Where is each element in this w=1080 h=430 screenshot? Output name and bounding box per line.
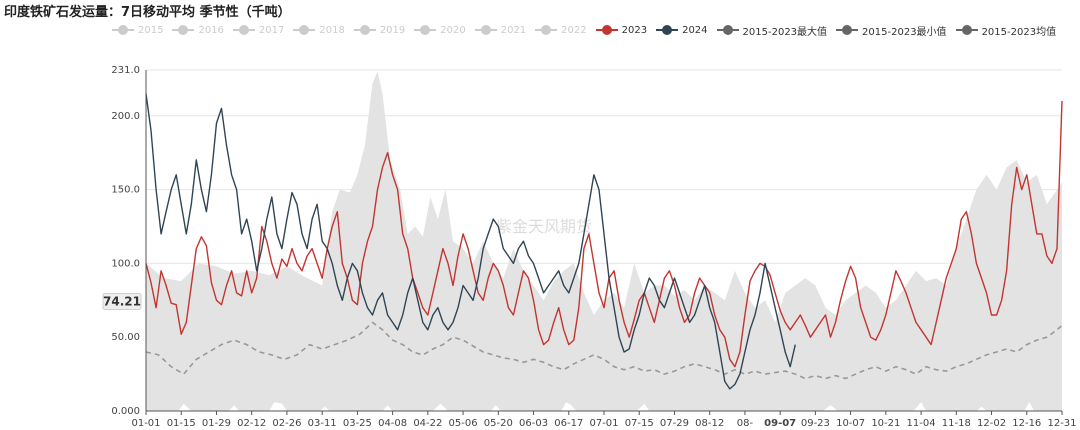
legend-label: 2018 [319, 24, 345, 36]
legend-label: 2019 [379, 24, 406, 36]
legend-item-2020[interactable]: 2020 [414, 24, 466, 36]
x-tick-label: 09-23 [801, 418, 830, 429]
legend-swatch [353, 25, 376, 35]
series-max-min-band [146, 71, 1062, 411]
legend-swatch [474, 25, 497, 35]
x-tick-label: 02-26 [272, 418, 301, 429]
x-tick-label: 05-20 [484, 418, 513, 429]
x-tick-label: 07-29 [660, 418, 689, 429]
x-tick-label: 08-12 [695, 418, 724, 429]
legend-swatch [293, 25, 316, 35]
legend-label: 2015-2023最大值 [742, 26, 828, 38]
x-tick-label: 11-18 [942, 418, 971, 429]
legend-item-2017[interactable]: 2017 [232, 24, 285, 36]
x-tick-label: 11-04 [907, 418, 936, 429]
legend-label: 2020 [440, 24, 466, 36]
x-tick-label: 12-02 [977, 418, 1006, 429]
x-tick-label: 05-06 [449, 418, 478, 429]
x-tick-label: 04-22 [413, 418, 442, 429]
x-tick-label: 12-16 [1012, 418, 1041, 429]
x-tick-label: 10-07 [836, 418, 865, 429]
legend-swatch [535, 25, 558, 35]
legend-item-2021[interactable]: 2021 [474, 24, 527, 36]
x-tick-label: 07-01 [589, 418, 618, 429]
legend-item-2015-2023最小值[interactable]: 2015-2023最小值 [836, 23, 947, 38]
legend-label: 2015-2023均值 [981, 26, 1057, 38]
legend-swatch [595, 25, 618, 35]
x-tick-label: 07-15 [625, 418, 654, 429]
legend-label: 2022 [561, 24, 587, 36]
x-tick-label: 04-08 [378, 418, 407, 429]
legend-swatch [656, 25, 679, 35]
legend-item-2015-2023最大值[interactable]: 2015-2023最大值 [716, 23, 828, 38]
x-tick-label: 02-12 [237, 418, 266, 429]
series-layer [145, 71, 1063, 411]
legend-swatch [112, 25, 134, 35]
legend-label: 2016 [198, 24, 224, 36]
legend-label: 2015-2023最小值 [862, 26, 947, 38]
x-tick-label: 01-29 [202, 418, 231, 429]
y-tick-label: 100.0 [111, 258, 140, 269]
series-2024-line [145, 93, 796, 390]
legend-item-2015[interactable]: 2015 [112, 25, 163, 36]
y-tick-label: 50.00 [111, 332, 140, 343]
legend-item-2018[interactable]: 2018 [293, 24, 345, 36]
legend-swatch [414, 25, 437, 35]
legend-label: 2021 [500, 24, 527, 36]
x-tick-label: 01-01 [131, 418, 160, 429]
x-tick-label: 06-17 [554, 418, 583, 429]
legend-label: 2017 [258, 24, 285, 36]
series-2023-line [145, 100, 1063, 368]
y-tick-label: 150.0 [111, 185, 140, 196]
legend-label: 2024 [682, 24, 708, 36]
legend-swatch [172, 25, 195, 35]
x-tick-label: 12-31 [1047, 418, 1076, 429]
y-tick-label: 0.000 [111, 406, 140, 417]
legend-item-2024[interactable]: 2024 [656, 24, 708, 36]
x-tick-label: 03-25 [343, 418, 372, 429]
watermark-text: 紫金天风期货 [496, 217, 592, 236]
cursor-y-label: 74.21 [103, 294, 141, 308]
x-tick-label: 08- [737, 418, 754, 429]
series-mean-line [145, 321, 1063, 380]
legend-item-2015-2023均值[interactable]: 2015-2023均值 [955, 23, 1057, 38]
legend-label: 2015 [138, 24, 164, 36]
x-tick-label: 10-21 [871, 418, 900, 429]
legend-swatch [716, 25, 739, 35]
legend-swatch [232, 25, 255, 35]
cursor-y-badge [102, 292, 142, 310]
x-tick-label: 01-15 [167, 418, 196, 429]
cursor-x-label: 09-07 [764, 418, 796, 429]
chart-title: 印度铁矿石发运量：7日移动平均 季节性（千吨） [4, 5, 291, 20]
legend-item-2022[interactable]: 2022 [535, 24, 587, 36]
legend-item-2016[interactable]: 2016 [172, 24, 224, 36]
x-tick-label: 06-03 [519, 418, 548, 429]
axes: 0.000 50.00 100.0 150.0 200.0 231.0 01-01 01-15… [102, 65, 1077, 429]
legend-item-2023[interactable]: 2023 [595, 24, 648, 36]
chart-legend: 2015 2016 2017 2018 2019 2020 2021 2022 2023 2024… [112, 22, 1065, 38]
legend-label: 2023 [621, 24, 648, 36]
y-tick-label: 231.0 [111, 65, 140, 76]
x-tick-label: 03-11 [308, 418, 337, 429]
legend-item-2019[interactable]: 2019 [353, 24, 406, 36]
y-tick-label: 200.0 [111, 111, 140, 122]
legend-swatch [836, 25, 859, 35]
legend-swatch [955, 25, 978, 35]
